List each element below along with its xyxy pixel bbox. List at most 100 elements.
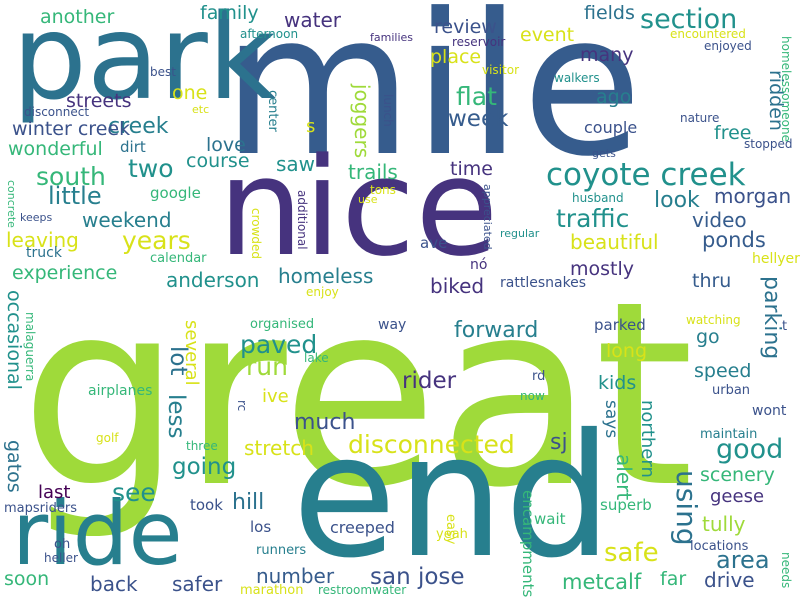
word-use: use	[358, 193, 378, 206]
word-creeped: creeped	[330, 518, 395, 537]
word-forward: forward	[454, 318, 539, 343]
word-event: event	[520, 24, 575, 46]
word-organised: organised	[250, 317, 315, 332]
word-back: back	[90, 572, 138, 596]
word-mostly: mostly	[570, 258, 635, 280]
word-weekend: weekend	[82, 208, 172, 232]
word-regular: regular	[500, 227, 540, 240]
word-coyote-creek: coyote creek	[546, 157, 746, 193]
word-calendar: calendar	[150, 251, 207, 266]
word-winter-creek: winter creek	[12, 118, 131, 140]
word-go: go	[696, 326, 720, 348]
word-video: video	[692, 208, 747, 232]
word-saw: saw	[276, 152, 316, 176]
word-homeless: homeless	[278, 264, 374, 288]
word-hellyer: hellyer	[752, 251, 800, 267]
word-parking: parking	[759, 276, 784, 360]
word-lot: lot	[165, 346, 191, 376]
word-biked: biked	[430, 274, 485, 298]
word-couple: couple	[584, 118, 638, 137]
word-two: two	[128, 154, 174, 183]
word-place: place	[430, 46, 482, 68]
word-ponds: ponds	[702, 228, 766, 252]
word-easy: easy	[443, 514, 458, 545]
word-husband: husband	[572, 191, 624, 205]
word-northern: northern	[637, 400, 658, 478]
word-mapsriders: mapsriders	[4, 501, 77, 516]
word-needs: needs	[779, 552, 793, 589]
word-traffic: traffic	[556, 204, 630, 233]
word-families: families	[370, 31, 413, 44]
word-s: s	[306, 116, 316, 137]
word-says: says	[601, 400, 621, 439]
word-scenery: scenery	[700, 464, 775, 486]
word-much: much	[294, 410, 356, 435]
word-beautiful: beautiful	[570, 230, 659, 254]
word-wont: wont	[752, 403, 787, 419]
word-ride: ride	[12, 482, 183, 585]
word-alert: alert	[612, 454, 636, 501]
word-soon: soon	[4, 568, 50, 590]
word-lunch: lunch	[381, 94, 395, 127]
word-truck: truck	[26, 245, 62, 261]
word-visitor: visitor	[482, 63, 520, 77]
word-encampments: encampments	[519, 490, 537, 598]
word-golf: golf	[96, 431, 119, 445]
word-years: years	[122, 226, 191, 255]
word-tons: tons	[370, 183, 396, 197]
word-enjoy: enjoy	[306, 285, 339, 299]
word-love: love	[206, 134, 246, 156]
word-water: water	[284, 8, 341, 32]
word-mile: mile	[222, 0, 643, 200]
word-gets: gets	[592, 147, 616, 160]
word-trails: trails	[348, 160, 398, 184]
word-stretch: stretch	[244, 436, 314, 460]
word-t: t	[782, 319, 788, 334]
word-hill: hill	[232, 490, 265, 515]
word-park: park	[12, 0, 277, 126]
word-experience: experience	[12, 262, 118, 284]
word-three: three	[186, 439, 218, 453]
word-long: long	[606, 340, 648, 362]
word-safe: safe	[604, 538, 659, 568]
word-one: one	[172, 82, 208, 104]
word-concrete: concrete	[5, 180, 18, 228]
word-restroomwater: restroomwater	[318, 583, 407, 597]
word-free: free	[714, 122, 752, 144]
word-several: several	[181, 320, 202, 386]
word-run: run	[246, 352, 288, 381]
word-yeah: yeah	[436, 527, 468, 542]
word-family: family	[200, 2, 259, 24]
word-many: many	[580, 44, 634, 66]
word-lake: lake	[304, 351, 329, 365]
word-appreciated: appreciated	[481, 184, 494, 250]
word-enjoyed: enjoyed	[704, 39, 752, 53]
word-ago: ago	[596, 86, 632, 108]
word-going: going	[172, 454, 237, 480]
word-flat: flat	[456, 82, 497, 111]
word-streets: streets	[66, 90, 132, 112]
word-keeps: keeps	[20, 211, 53, 224]
word-locations: locations	[690, 539, 749, 554]
word-occasional: occasional	[3, 290, 25, 390]
word-last: last	[38, 482, 71, 503]
word-additional: additional	[295, 190, 309, 250]
word-stopped: stopped	[744, 137, 793, 151]
word-safer: safer	[172, 572, 223, 596]
word-malaguerra: malaguerra	[23, 312, 37, 382]
word-ridden: ridden	[765, 70, 787, 131]
word-gatos: gatos	[3, 440, 25, 493]
word-another: another	[40, 6, 115, 28]
word-walkers: walkers	[554, 71, 600, 85]
word-oh: oh	[54, 537, 71, 552]
word-joggers: joggers	[350, 84, 374, 159]
word-san-jose: san jose	[370, 564, 465, 590]
word-center: center	[265, 90, 280, 132]
word-heller: heller	[44, 551, 78, 565]
word-time: time	[450, 158, 493, 180]
word-took: took	[190, 496, 223, 514]
word-creek: creek	[108, 114, 169, 139]
word-paved: paved	[240, 330, 318, 359]
word-south: south	[36, 162, 106, 191]
